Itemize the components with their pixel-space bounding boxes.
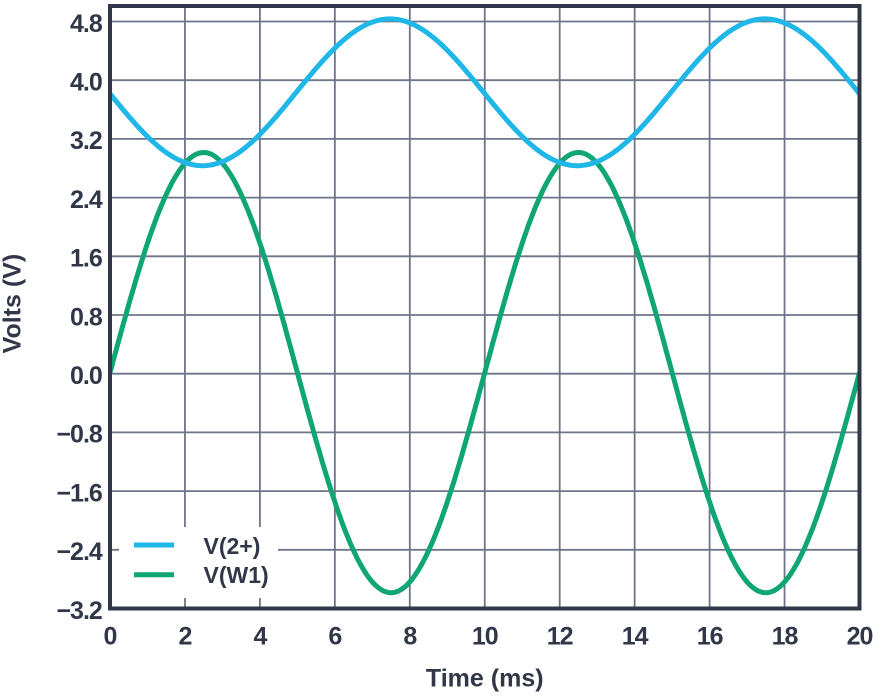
svg-text:2.4: 2.4 <box>70 186 103 214</box>
svg-text:−3.2: −3.2 <box>56 597 101 625</box>
svg-text:10: 10 <box>472 623 498 651</box>
svg-text:−0.8: −0.8 <box>56 421 102 449</box>
svg-text:6: 6 <box>328 623 341 651</box>
svg-text:V(2+): V(2+) <box>204 533 261 559</box>
svg-text:3.2: 3.2 <box>70 127 102 155</box>
svg-text:2: 2 <box>178 623 191 651</box>
svg-text:4: 4 <box>253 623 267 651</box>
svg-text:4.0: 4.0 <box>70 69 102 97</box>
svg-text:0.8: 0.8 <box>70 303 103 331</box>
svg-text:Time (ms): Time (ms) <box>426 665 544 693</box>
svg-text:20: 20 <box>847 623 873 651</box>
svg-text:4.8: 4.8 <box>70 10 103 38</box>
svg-text:18: 18 <box>772 623 799 651</box>
svg-text:0.0: 0.0 <box>70 362 102 390</box>
svg-text:12: 12 <box>547 623 573 651</box>
svg-text:Volts (V): Volts (V) <box>0 254 27 354</box>
svg-text:14: 14 <box>622 623 649 651</box>
svg-text:−2.4: −2.4 <box>56 538 102 566</box>
svg-text:0: 0 <box>104 623 117 651</box>
svg-text:1.6: 1.6 <box>70 245 102 273</box>
svg-text:V(W1): V(W1) <box>204 562 269 588</box>
svg-text:−1.6: −1.6 <box>56 479 101 507</box>
svg-text:16: 16 <box>697 623 723 651</box>
svg-text:8: 8 <box>403 623 417 651</box>
